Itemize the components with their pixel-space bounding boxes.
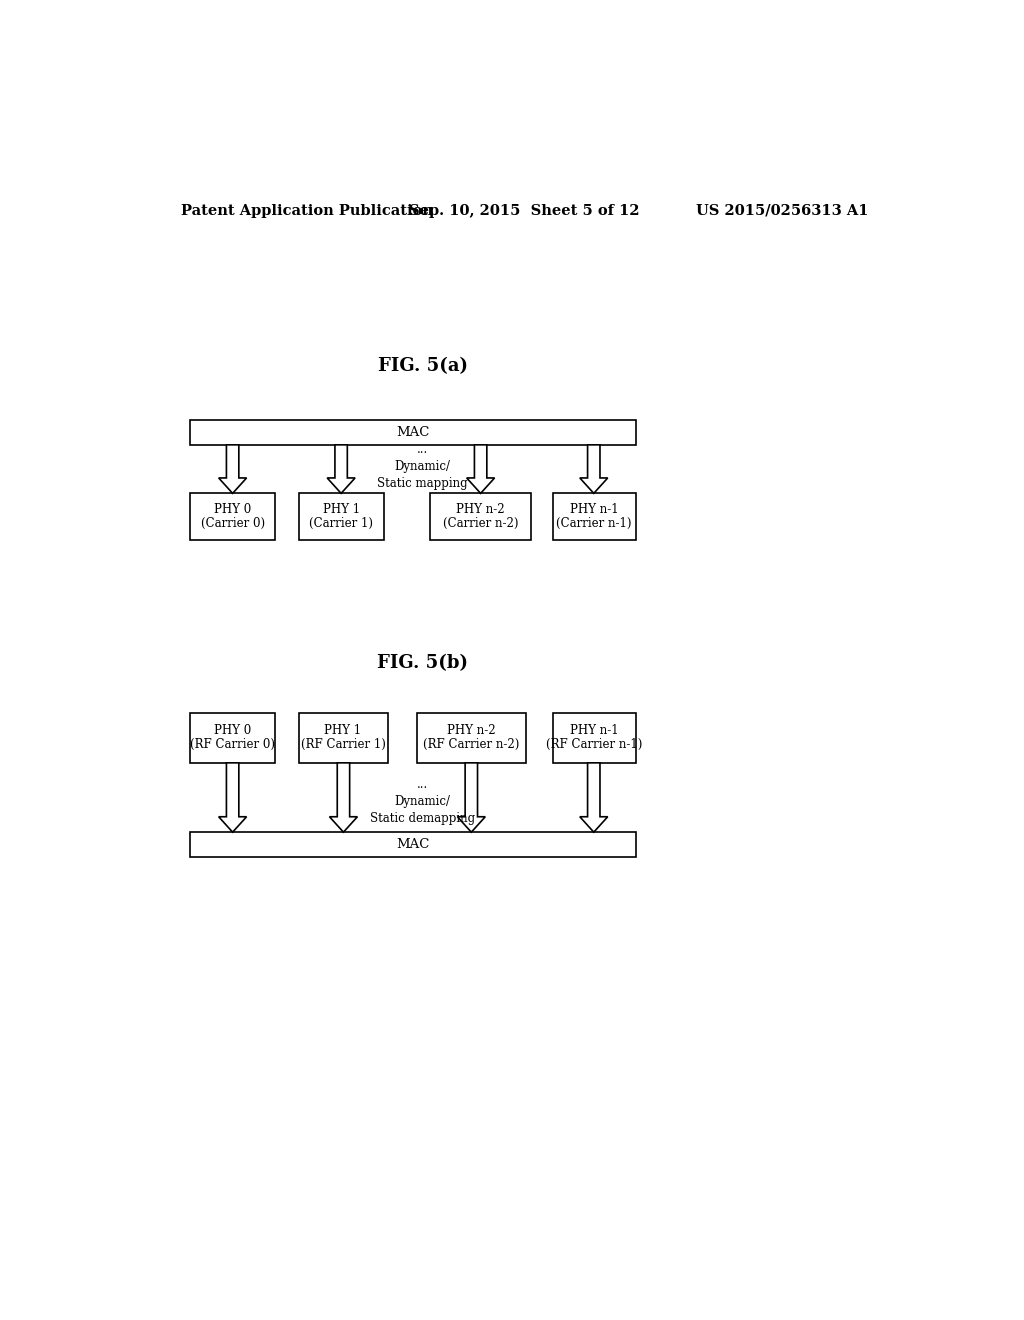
Text: ...
Dynamic/
Static demapping: ... Dynamic/ Static demapping (370, 777, 475, 825)
Bar (417, 713, 525, 763)
Text: FIG. 5(a): FIG. 5(a) (378, 358, 468, 375)
Polygon shape (580, 445, 607, 494)
Bar (553, 713, 636, 763)
Text: (Carrier n-1): (Carrier n-1) (556, 517, 632, 529)
Text: ...
Dynamic/
Static mapping: ... Dynamic/ Static mapping (377, 444, 468, 490)
Polygon shape (330, 763, 357, 832)
Text: PHY n-2: PHY n-2 (457, 503, 505, 516)
Text: (RF Carrier n-1): (RF Carrier n-1) (546, 738, 642, 751)
Bar (299, 494, 384, 540)
Text: PHY n-2: PHY n-2 (447, 725, 496, 738)
Bar (553, 494, 636, 540)
Text: (RF Carrier n-2): (RF Carrier n-2) (423, 738, 519, 751)
Text: PHY n-1: PHY n-1 (569, 725, 618, 738)
Text: Sep. 10, 2015  Sheet 5 of 12: Sep. 10, 2015 Sheet 5 of 12 (410, 203, 640, 218)
Text: PHY 1: PHY 1 (323, 503, 359, 516)
Text: PHY 1: PHY 1 (325, 725, 361, 738)
Bar (430, 494, 531, 540)
Bar (190, 713, 275, 763)
Text: (RF Carrier 0): (RF Carrier 0) (190, 738, 275, 751)
Polygon shape (580, 763, 607, 832)
Text: Patent Application Publication: Patent Application Publication (180, 203, 433, 218)
Text: US 2015/0256313 A1: US 2015/0256313 A1 (696, 203, 869, 218)
Polygon shape (328, 445, 355, 494)
Text: PHY 0: PHY 0 (214, 503, 251, 516)
Bar (299, 713, 388, 763)
Polygon shape (219, 763, 247, 832)
Text: PHY 0: PHY 0 (214, 725, 251, 738)
Text: (RF Carrier 1): (RF Carrier 1) (301, 738, 385, 751)
Text: PHY n-1: PHY n-1 (569, 503, 618, 516)
Bar (190, 494, 275, 540)
Text: (Carrier n-2): (Carrier n-2) (442, 517, 518, 529)
Text: (Carrier 1): (Carrier 1) (309, 517, 373, 529)
Text: MAC: MAC (396, 838, 429, 851)
Bar (190, 420, 636, 445)
Text: FIG. 5(b): FIG. 5(b) (377, 653, 468, 672)
Bar (190, 832, 636, 857)
Text: MAC: MAC (396, 426, 429, 440)
Text: (Carrier 0): (Carrier 0) (201, 517, 264, 529)
Polygon shape (467, 445, 495, 494)
Polygon shape (458, 763, 485, 832)
Polygon shape (219, 445, 247, 494)
